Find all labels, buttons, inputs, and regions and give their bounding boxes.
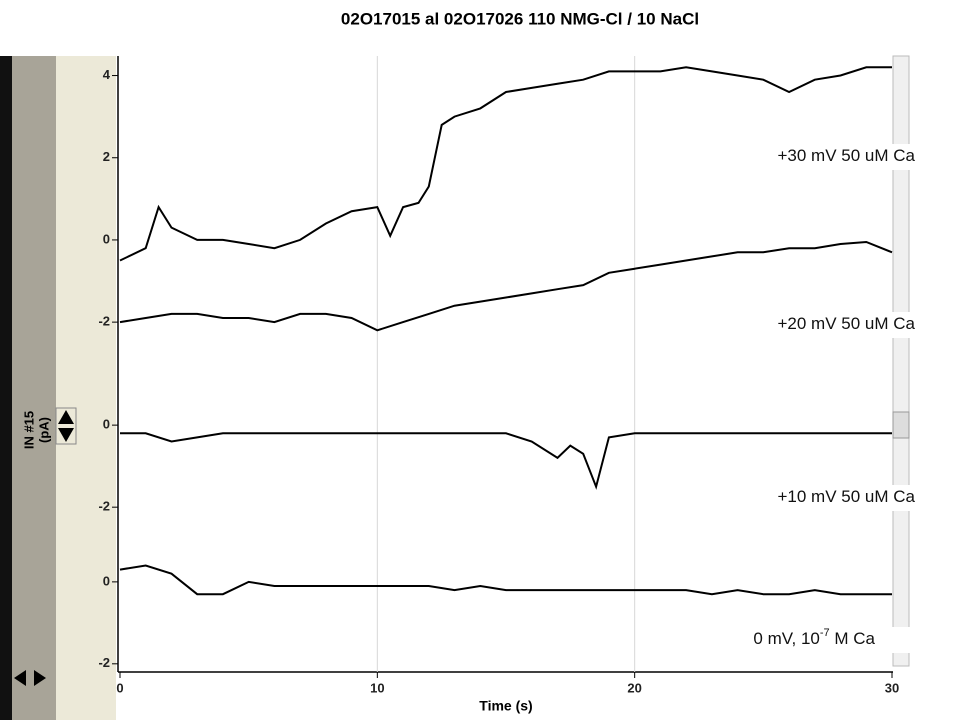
trace-label: +10 mV 50 uM Ca [778, 487, 916, 506]
x-tick-label: 20 [627, 680, 641, 695]
y-label: IN #15 [21, 411, 36, 449]
x-label: Time (s) [479, 698, 532, 714]
title: 02O17015 al 02O17026 110 NMG-Cl / 10 NaC… [341, 9, 699, 28]
label-part: -7 [820, 627, 830, 639]
scale-arrows [58, 410, 74, 442]
scale-button[interactable] [55, 407, 77, 445]
y-tick-label: -2 [98, 314, 110, 329]
label-part: 0 mV, 10 [753, 629, 819, 648]
y-tick-label: -2 [98, 655, 110, 670]
scroll-arrows[interactable] [14, 670, 46, 686]
label-part: +10 mV 50 uM Ca [778, 487, 916, 506]
x-tick-label: 30 [885, 680, 899, 695]
y-label: (pA) [36, 417, 51, 443]
y-tick-label: 4 [103, 67, 111, 82]
left-strip [0, 56, 12, 720]
y-tick-label: 2 [103, 149, 110, 164]
trace [120, 432, 892, 490]
trace-label: +20 mV 50 uM Ca [778, 314, 916, 333]
side-panel [12, 56, 56, 720]
label-bg [727, 627, 915, 653]
trace [119, 240, 893, 332]
label-bg [713, 312, 915, 338]
trace [119, 564, 892, 596]
label-part: +30 mV 50 uM Ca [778, 146, 916, 165]
scroll-thumb[interactable] [892, 411, 910, 439]
label-bg [713, 485, 915, 511]
x-tick-label: 10 [370, 680, 384, 695]
trace-label: +30 mV 50 uM Ca [778, 146, 916, 165]
trace [119, 66, 892, 262]
trace-label: 0 mV, 10-7 M Ca [753, 627, 875, 649]
x-tick-label: 0 [116, 680, 123, 695]
y-tick-label: -2 [98, 499, 110, 514]
label-part: M Ca [830, 629, 876, 648]
label-part: +20 mV 50 uM Ca [778, 314, 916, 333]
label-bg [713, 144, 915, 170]
y-tick-label: 0 [103, 573, 110, 588]
y-tick-label: 0 [103, 417, 110, 432]
scrollbar[interactable] [892, 55, 910, 667]
axis-panel [56, 56, 116, 720]
y-tick-label: 0 [103, 231, 110, 246]
